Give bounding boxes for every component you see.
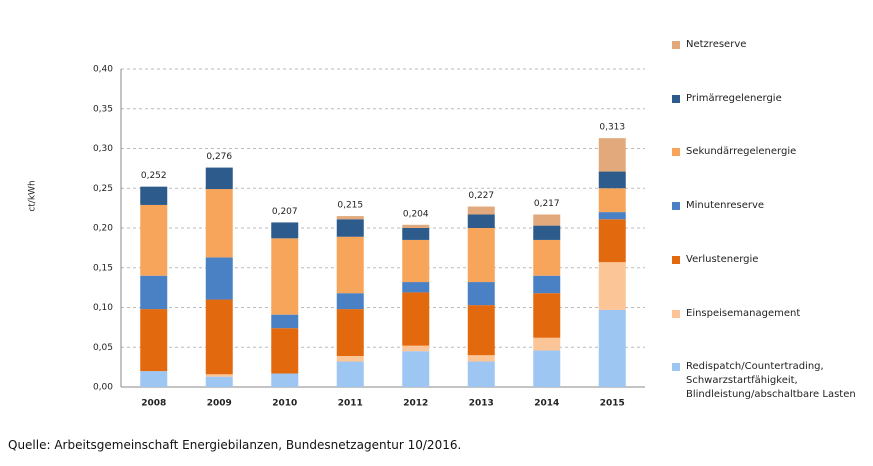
bar-segment	[598, 171, 626, 189]
x-tick-label: 2015	[600, 399, 625, 409]
bar-segment	[533, 350, 561, 387]
total-label: 0,227	[468, 191, 494, 201]
bar-segment	[271, 238, 299, 315]
bar-segment	[598, 219, 626, 263]
bar-segment	[140, 275, 168, 310]
bar-segment	[467, 206, 495, 215]
legend-swatch	[672, 94, 680, 103]
legend-label: Einspeisemanagement	[686, 307, 801, 319]
bar-segment	[336, 219, 364, 237]
source-note: Quelle: Arbeitsgemeinschaft Energiebilan…	[8, 438, 462, 452]
y-axis-label: ct/kWh	[28, 180, 38, 211]
bar-segment	[271, 373, 299, 387]
bar-segment	[205, 189, 233, 258]
bar-segment	[402, 228, 430, 240]
bar-segment	[140, 204, 168, 276]
x-tick-label: 2012	[403, 399, 428, 409]
bar-segment	[336, 293, 364, 310]
total-label: 0,207	[272, 207, 298, 217]
bar-segment	[467, 361, 495, 387]
bar-segment	[271, 328, 299, 374]
bar-segment	[402, 292, 430, 346]
legend-swatch	[672, 148, 680, 157]
y-tick-label: 0,10	[93, 303, 113, 313]
bar-segment	[533, 239, 561, 276]
total-label: 0,276	[206, 152, 232, 162]
bar-segment	[533, 214, 561, 226]
y-tick-label: 0,20	[93, 224, 113, 234]
bar-segment	[598, 262, 626, 310]
bar-segment	[140, 371, 168, 387]
legend-label: Redispatch/Countertrading, Schwarzstartf…	[686, 361, 856, 401]
total-label: 0,204	[403, 209, 429, 219]
legend-swatch	[672, 202, 680, 211]
y-tick-label: 0,15	[93, 263, 113, 273]
x-tick-label: 2011	[338, 399, 363, 409]
bar-segment	[336, 216, 364, 220]
x-tick-label: 2008	[141, 399, 166, 409]
bar-segment	[598, 138, 626, 172]
bar-segment	[271, 314, 299, 329]
total-label: 0,313	[599, 123, 625, 133]
bar-segment	[205, 376, 233, 387]
legend-swatch	[672, 363, 680, 372]
bar-segment	[533, 293, 561, 338]
bar-segment	[402, 351, 430, 387]
bar-segment	[402, 282, 430, 293]
legend-label: Primärregelenergie	[686, 92, 782, 104]
legend-swatch	[672, 309, 680, 318]
bar-segment	[205, 299, 233, 375]
bar-segment	[336, 361, 364, 387]
bar-segment	[533, 225, 561, 240]
x-tick-label: 2014	[534, 399, 559, 409]
total-label: 0,215	[337, 201, 363, 211]
total-label: 0,217	[534, 199, 560, 209]
bar-segment	[467, 214, 495, 228]
y-tick-label: 0,35	[93, 104, 113, 114]
bar-segment	[402, 239, 430, 283]
bar-segment	[533, 337, 561, 351]
y-tick-label: 0,00	[93, 383, 113, 393]
bar-segment	[533, 275, 561, 294]
y-tick-label: 0,25	[93, 184, 113, 194]
bar-segment	[336, 355, 364, 362]
bar-segment	[336, 236, 364, 294]
x-tick-label: 2009	[207, 399, 232, 409]
legend-swatch	[672, 255, 680, 264]
bar-segment	[467, 355, 495, 362]
total-label: 0,252	[141, 171, 167, 181]
x-tick-label: 2013	[469, 399, 494, 409]
bar-segment	[467, 228, 495, 283]
bar-segment	[402, 224, 430, 228]
y-tick-label: 0,05	[93, 343, 113, 353]
legend-label: Minutenreserve	[686, 200, 765, 212]
bar-segment	[205, 167, 233, 190]
legend-swatch	[672, 41, 680, 49]
legend-label: Verlustenergie	[686, 253, 759, 265]
legend-label: Sekundärregelenergie	[686, 146, 797, 158]
bar-segment	[205, 257, 233, 300]
x-tick-label: 2010	[272, 399, 297, 409]
y-tick-label: 0,40	[93, 65, 113, 75]
legend-label: Netzreserve	[686, 39, 747, 50]
bar-segment	[598, 188, 626, 213]
bar-segment	[140, 186, 168, 205]
y-tick-label: 0,30	[93, 144, 113, 154]
bar-segment	[205, 374, 233, 377]
bar-segment	[467, 282, 495, 306]
bar-segment	[402, 345, 430, 352]
bar-segment	[140, 309, 168, 372]
bar-segment	[598, 212, 626, 220]
bar-segment	[336, 309, 364, 356]
bar-segment	[467, 305, 495, 356]
bar-segment	[598, 309, 626, 387]
bar-segment	[271, 222, 299, 239]
